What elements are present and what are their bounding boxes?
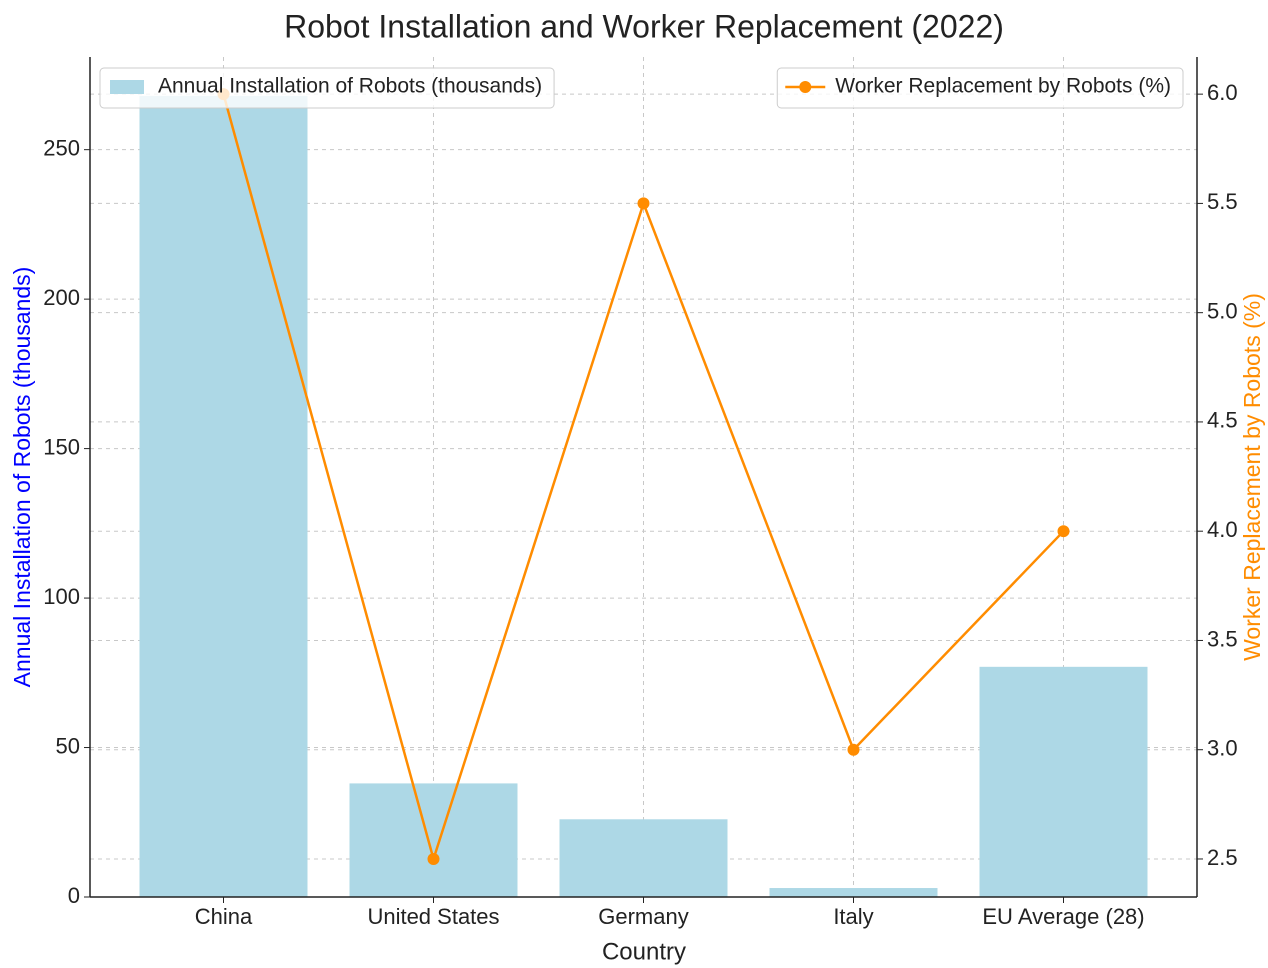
line-marker [427, 852, 440, 865]
y2-tick-label: 3.0 [1207, 736, 1238, 761]
bar [769, 888, 938, 897]
y-tick-label: 0 [68, 883, 80, 908]
x-tick-label: EU Average (28) [982, 904, 1144, 929]
y-tick-label: 250 [43, 135, 80, 160]
legend-label: Worker Replacement by Robots (%) [835, 75, 1171, 98]
line-marker [847, 743, 860, 756]
y2-tick-label: 4.0 [1207, 517, 1238, 542]
y-tick-label: 200 [43, 285, 80, 310]
x-tick-label: Germany [598, 904, 688, 929]
y-tick-label: 50 [56, 733, 80, 758]
legend-marker [799, 81, 812, 93]
legend-box [99, 67, 555, 109]
y-axis-label: Annual Installation of Robots (thousands… [9, 267, 35, 688]
y-tick-label: 100 [43, 584, 80, 609]
x-axis-label: Country [602, 938, 686, 965]
bar [559, 819, 728, 897]
y-tick-label: 150 [43, 434, 80, 459]
line-marker [1057, 525, 1070, 538]
bar [349, 783, 518, 897]
x-tick-label: United States [367, 904, 499, 929]
y2-tick-label: 5.5 [1207, 189, 1238, 214]
y2-tick-label: 2.5 [1207, 845, 1238, 870]
y2-tick-label: 5.0 [1207, 298, 1238, 323]
y2-tick-label: 3.5 [1207, 626, 1238, 651]
legend-box [776, 67, 1184, 109]
legend-label: Annual Installation of Robots (thousands… [158, 75, 542, 98]
x-tick-label: Italy [833, 904, 873, 929]
legend-swatch [110, 80, 144, 94]
x-tick-label: China [195, 904, 253, 929]
chart-title: Robot Installation and Worker Replacemen… [284, 8, 1004, 44]
y2-tick-label: 4.5 [1207, 408, 1238, 433]
bar [979, 666, 1148, 897]
y2-axis-label: Worker Replacement by Robots (%) [1239, 293, 1265, 661]
bar [139, 95, 308, 898]
line-marker [637, 197, 650, 210]
y2-tick-label: 6.0 [1207, 80, 1238, 105]
